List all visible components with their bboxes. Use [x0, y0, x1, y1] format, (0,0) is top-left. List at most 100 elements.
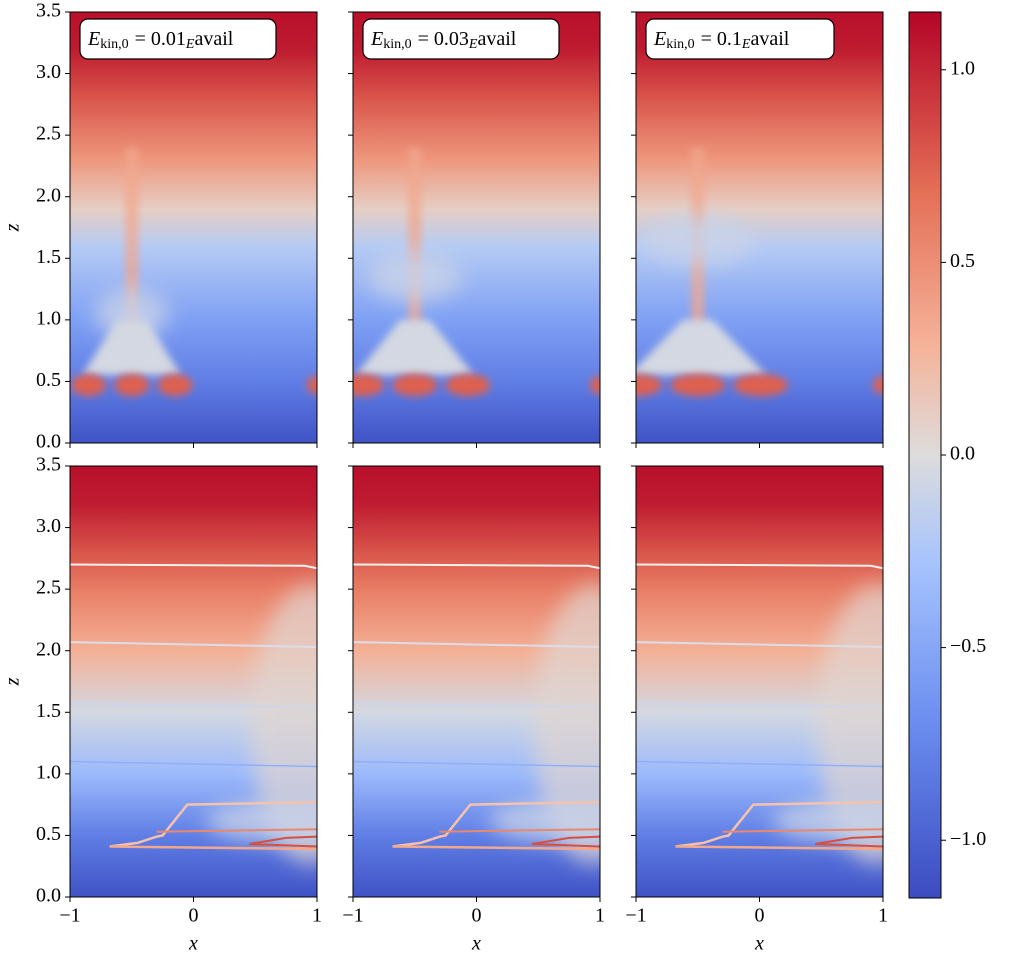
title-part: E	[87, 28, 100, 50]
y-tick-label: 0.5	[36, 823, 61, 845]
contour	[675, 800, 883, 848]
x-axis-label: x	[188, 933, 198, 955]
contour	[531, 835, 600, 846]
contour	[353, 563, 600, 570]
panel-title: Ekin,0 = 0.01Eavail	[87, 28, 234, 53]
y-tick-label: 1.0	[36, 307, 61, 329]
contour	[636, 563, 883, 570]
field-features	[353, 147, 600, 397]
title-part: avail	[194, 28, 233, 50]
plume-head	[640, 214, 755, 265]
plume-lobe	[71, 374, 106, 397]
contour	[70, 760, 317, 768]
contour	[815, 843, 883, 848]
boundary-layer	[250, 584, 317, 865]
title-subscript: E	[468, 37, 478, 52]
y-tick-label: 3.5	[36, 0, 61, 22]
contour	[249, 843, 317, 848]
plume-lobe	[353, 374, 384, 397]
field-features	[353, 563, 600, 865]
plume-lobe	[873, 376, 883, 395]
contour	[109, 845, 317, 851]
title-subscript: kin,0	[100, 37, 128, 52]
y-tick-label: 3.0	[36, 61, 61, 83]
y-tick-label: 0.0	[36, 885, 61, 907]
panel-title: Ekin,0 = 0.03Eavail	[370, 28, 517, 53]
plume-lobe	[157, 374, 193, 397]
contour	[353, 641, 600, 649]
y-tick-label: 2.5	[36, 123, 61, 145]
title-box	[362, 18, 560, 60]
y-tick-label: 3.0	[36, 515, 61, 537]
contour	[392, 800, 600, 848]
contour	[636, 641, 883, 649]
y-tick-label: 3.5	[36, 454, 61, 476]
plume-neck	[636, 319, 767, 376]
field-features	[70, 563, 317, 865]
y-tick-label: 1.5	[36, 246, 61, 268]
y-axis-label: z	[2, 223, 24, 232]
contour	[353, 760, 600, 768]
contour	[156, 828, 317, 833]
plume-lobe	[445, 374, 491, 397]
colorbar-tick-label: 0.0	[950, 443, 975, 465]
colorbar-tick-label: −1.0	[950, 828, 986, 850]
contour	[814, 835, 883, 846]
x-tick-label: 0	[755, 905, 765, 927]
x-tick-label: −1	[625, 905, 646, 927]
y-tick-label: 0.5	[36, 369, 61, 391]
contour	[109, 800, 317, 848]
boundary-layer	[772, 798, 883, 843]
y-tick-label: 1.0	[36, 761, 61, 783]
title-part: E	[653, 28, 666, 50]
x-tick-label: 1	[595, 905, 605, 927]
plume-lobe	[733, 374, 788, 397]
x-tick-label: 1	[312, 905, 322, 927]
contour	[636, 702, 883, 709]
field-features	[636, 147, 883, 397]
plume-lobe	[636, 374, 662, 397]
x-axis-label: x	[754, 933, 764, 955]
field	[70, 12, 317, 443]
contour	[70, 641, 317, 649]
y-tick-label: 2.0	[36, 184, 61, 206]
panel-title: Ekin,0 = 0.1Eavail	[653, 28, 790, 53]
contour	[70, 563, 317, 570]
y-tick-label: 0.0	[36, 431, 61, 453]
x-tick-label: 0	[472, 905, 482, 927]
x-tick-label: −1	[59, 905, 80, 927]
title-subscript: kin,0	[666, 37, 694, 52]
title-part: avail	[750, 28, 789, 50]
colorbar-tick-label: 1.0	[950, 57, 975, 79]
plume-lobe	[114, 374, 150, 397]
title-subscript: kin,0	[383, 37, 411, 52]
title-part: = 0.01	[135, 28, 186, 50]
y-tick-label: 2.5	[36, 577, 61, 599]
title-part: = 0.1	[701, 28, 742, 50]
plume-lobe	[590, 376, 600, 395]
contour	[439, 828, 600, 833]
y-axis-label: z	[2, 677, 24, 686]
boundary-layer	[206, 798, 317, 843]
title-part: = 0.03	[418, 28, 469, 50]
y-tick-label: 1.5	[36, 700, 61, 722]
contour	[532, 843, 600, 848]
plume-lobe	[670, 374, 725, 397]
x-tick-label: 0	[189, 905, 199, 927]
contour	[248, 835, 317, 846]
plume-lobe	[307, 376, 317, 395]
contour	[392, 845, 600, 851]
contour	[636, 760, 883, 768]
boundary-layer	[816, 584, 883, 865]
title-box	[645, 18, 835, 60]
field-features	[71, 147, 317, 397]
colorbar	[908, 11, 942, 899]
plume-neck	[82, 319, 182, 376]
x-tick-label: −1	[342, 905, 363, 927]
plume-lobe	[392, 374, 437, 397]
x-axis-label: x	[471, 933, 481, 955]
contour	[722, 828, 883, 833]
colorbar-tick-label: −0.5	[950, 635, 986, 657]
boundary-layer	[489, 798, 600, 843]
